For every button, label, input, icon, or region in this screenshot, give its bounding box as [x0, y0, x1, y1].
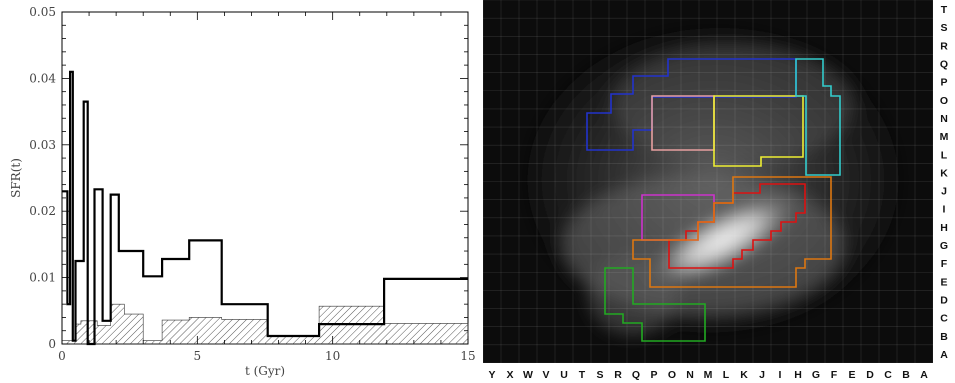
pixel-grid — [483, 0, 934, 364]
row-label: F — [941, 258, 948, 270]
y-tick-label: 0.05 — [29, 5, 56, 19]
column-label: R — [614, 369, 622, 381]
y-axis-label: SFR(t) — [9, 158, 23, 198]
column-label: M — [704, 369, 713, 381]
row-label: O — [940, 95, 948, 107]
plot-frame — [61, 11, 469, 345]
column-label: I — [779, 369, 782, 381]
column-label: N — [686, 369, 694, 381]
row-label: L — [941, 149, 948, 161]
column-label: H — [794, 369, 802, 381]
column-label: A — [920, 369, 928, 381]
row-label: I — [943, 204, 946, 216]
galaxy-emission — [528, 30, 898, 335]
row-label: K — [940, 167, 948, 179]
x-tick-label: 15 — [460, 349, 475, 363]
y-tick-label: 0.01 — [29, 271, 56, 285]
column-label: F — [831, 369, 838, 381]
row-label: A — [940, 349, 948, 361]
region-green — [604, 267, 706, 342]
row-label: D — [940, 294, 948, 306]
row-label: G — [940, 240, 948, 252]
column-label: Y — [488, 369, 495, 381]
sfr-step-line — [62, 70, 468, 346]
y-tick-label: 0.02 — [29, 204, 56, 218]
column-label: E — [848, 369, 855, 381]
column-label: S — [596, 369, 603, 381]
sfr-plot: 0 5 10 15 0 0.01 0.02 0.03 0.04 0.05 t (Gyr) SFR… — [9, 5, 476, 378]
column-label: C — [884, 369, 892, 381]
row-label: E — [940, 276, 947, 288]
thick-step-series — [62, 70, 468, 346]
x-axis-label: t (Gyr) — [245, 364, 285, 378]
axis-ticks — [61, 11, 469, 345]
x-tick-label: 5 — [194, 349, 202, 363]
row-label: N — [940, 113, 948, 125]
row-label: C — [940, 313, 948, 325]
row-label: M — [940, 131, 949, 143]
x-tick-labels: 0 5 10 15 — [58, 349, 475, 363]
column-label: L — [723, 369, 730, 381]
column-label: V — [542, 369, 549, 381]
column-label: U — [560, 369, 568, 381]
row-label: B — [940, 331, 948, 343]
row-label: T — [941, 4, 948, 16]
column-label: D — [866, 369, 874, 381]
region-orange — [632, 176, 832, 288]
column-label: Q — [632, 369, 640, 381]
sfr-history-chart: 0 5 10 15 0 0.01 0.02 0.03 0.04 0.05 t (Gyr) SFR… — [9, 5, 476, 378]
row-label: J — [941, 186, 947, 198]
column-label: O — [668, 369, 676, 381]
column-label: J — [759, 369, 765, 381]
row-label: R — [940, 40, 948, 52]
hatched-series — [61, 303, 469, 345]
column-label: X — [506, 369, 513, 381]
y-tick-label: 0.03 — [29, 138, 56, 152]
row-label: P — [940, 77, 947, 89]
column-label: G — [812, 369, 820, 381]
column-label: T — [579, 369, 586, 381]
x-tick-label: 10 — [325, 349, 340, 363]
column-label: W — [523, 369, 533, 381]
y-tick-label: 0 — [48, 337, 56, 351]
hatched-area-path — [61, 303, 469, 345]
row-label: H — [940, 222, 948, 234]
row-label: Q — [940, 59, 948, 71]
y-tick-labels: 0 0.01 0.02 0.03 0.04 0.05 — [29, 5, 56, 351]
column-label: P — [650, 369, 657, 381]
region-red — [668, 183, 806, 269]
region-outlines — [586, 58, 841, 342]
column-label: K — [740, 369, 748, 381]
region-cyan — [795, 58, 841, 176]
y-tick-label: 0.04 — [29, 71, 56, 85]
column-label: B — [902, 369, 910, 381]
x-tick-label: 0 — [58, 349, 66, 363]
row-label: S — [940, 22, 947, 34]
